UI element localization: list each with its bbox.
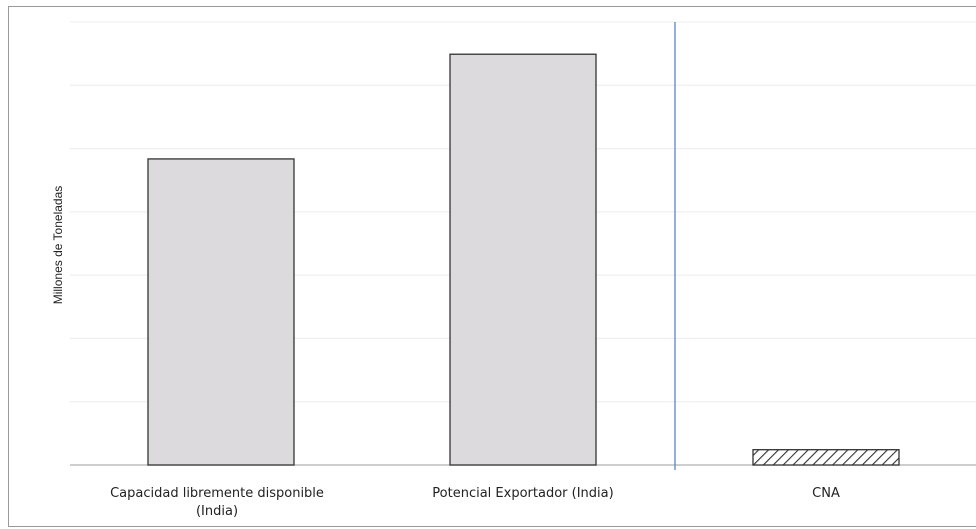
- category-label: Potencial Exportador (India): [432, 486, 613, 501]
- category-label: Capacidad libremente disponible: [110, 486, 324, 501]
- y-axis-label: Millones de Toneladas: [51, 186, 65, 305]
- category-labels: Capacidad libremente disponible (India) Po…: [110, 486, 840, 519]
- category-label: CNA: [812, 486, 840, 501]
- bar-1: [147, 158, 295, 466]
- bars: [147, 22, 900, 470]
- category-label: (India): [196, 504, 238, 519]
- bar-2: [449, 53, 597, 466]
- bar-3: [752, 449, 900, 466]
